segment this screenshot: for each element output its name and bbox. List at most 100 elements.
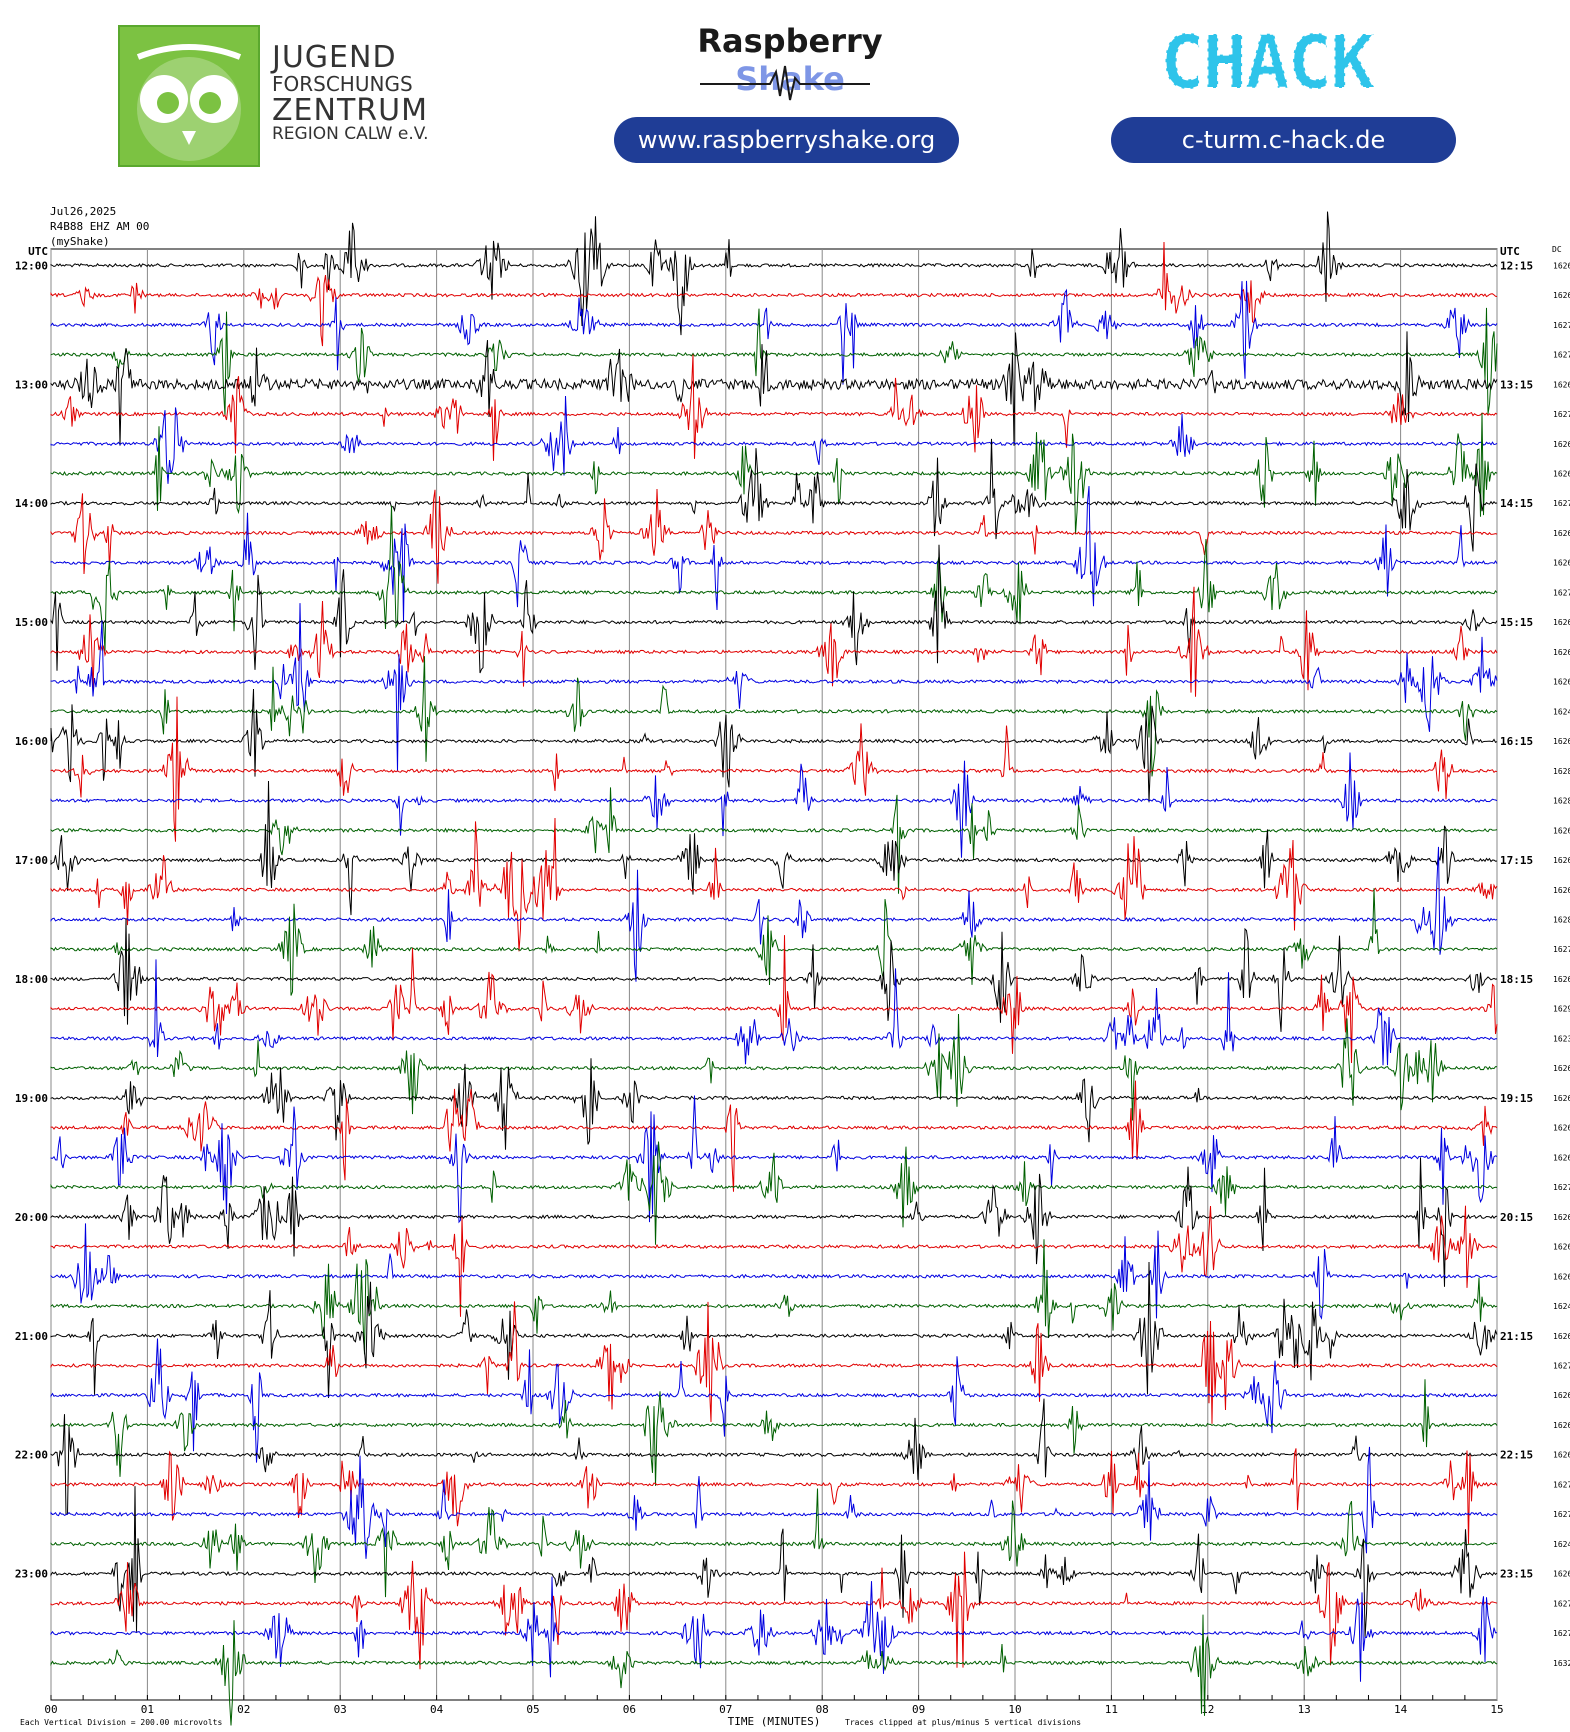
chack-logo-text: CHACK bbox=[1160, 28, 1375, 98]
trace-row bbox=[50, 1141, 1498, 1245]
x-tick-label: 13 bbox=[1298, 1703, 1311, 1716]
trace-row bbox=[50, 1058, 1498, 1150]
dc-offset-label: 16243 bbox=[1553, 1302, 1570, 1311]
dc-offset-label: 16270 bbox=[1553, 1361, 1570, 1370]
trace-row bbox=[50, 1614, 1498, 1726]
dc-offset-label: 16268 bbox=[1553, 1272, 1570, 1281]
org-line-2: FORSCHUNGS bbox=[272, 71, 413, 96]
clipping-note: Traces clipped at plus/minus 5 vertical … bbox=[845, 1718, 1081, 1727]
dc-offset-label: 16272 bbox=[1553, 945, 1570, 954]
x-tick-label: 00 bbox=[44, 1703, 57, 1716]
x-tick-label: 03 bbox=[334, 1703, 347, 1716]
org-line-3: ZENTRUM bbox=[272, 92, 428, 128]
trace-row bbox=[50, 1448, 1498, 1544]
x-tick-label: 05 bbox=[526, 1703, 539, 1716]
hour-label-left: 12:00 bbox=[15, 259, 48, 272]
raspberry-shake-logo: Raspberry Shake bbox=[640, 22, 940, 98]
dc-offset-label: 16270 bbox=[1553, 1183, 1570, 1192]
dc-offset-label: 16263 bbox=[1553, 1153, 1570, 1162]
trace-row bbox=[50, 505, 1498, 652]
trace-row bbox=[50, 1338, 1498, 1463]
seismogram-wave-icon bbox=[700, 65, 870, 101]
trace-row bbox=[50, 438, 1498, 552]
dc-offset-label: 16268 bbox=[1553, 1124, 1570, 1133]
org-line-1: JUGEND bbox=[272, 40, 397, 75]
hour-label-left: 15:00 bbox=[15, 616, 48, 629]
record-date: Jul26,2025 bbox=[50, 205, 117, 218]
dc-offset-label: 16264 bbox=[1553, 1243, 1570, 1252]
trace-row bbox=[50, 688, 1498, 803]
station-metadata: Jul26,2025 R4B88 EHZ AM 00 (myShake) bbox=[50, 204, 149, 249]
x-tick-label: 04 bbox=[430, 1703, 444, 1716]
hour-label-left: 19:00 bbox=[15, 1092, 48, 1105]
dc-offset-label: 16263 bbox=[1553, 886, 1570, 895]
station-id: R4B88 EHZ AM 00 bbox=[50, 220, 150, 233]
dc-offset-label: 16268 bbox=[1553, 291, 1570, 300]
dc-offset-label: 16237 bbox=[1553, 1034, 1570, 1043]
left-axis-label: UTC bbox=[28, 245, 48, 258]
dc-offset-label: 16278 bbox=[1553, 1510, 1570, 1519]
c-hack-url-link[interactable]: c-turm.c-hack.de bbox=[1111, 117, 1456, 163]
vertical-division-note: Each Vertical Division = 200.00 microvol… bbox=[20, 1718, 222, 1727]
dc-offset-label: 16284 bbox=[1553, 767, 1570, 776]
dc-offset-label: 16265 bbox=[1553, 975, 1570, 984]
dc-offset-label: 16321 bbox=[1553, 1659, 1570, 1668]
hour-label-left: 22:00 bbox=[15, 1449, 48, 1462]
dc-offset-label: 16266 bbox=[1553, 1451, 1570, 1460]
trace-row bbox=[50, 959, 1498, 1066]
trace-row bbox=[50, 935, 1498, 1064]
x-tick-label: 12 bbox=[1201, 1703, 1214, 1716]
trace-row bbox=[50, 1239, 1498, 1355]
x-tick-label: 10 bbox=[1008, 1703, 1021, 1716]
x-tick-label: 08 bbox=[816, 1703, 829, 1716]
chack-logo: CHACK bbox=[1160, 28, 1378, 98]
rs-title-light: Shake bbox=[735, 60, 845, 98]
x-tick-label: 02 bbox=[237, 1703, 250, 1716]
plot-frame bbox=[50, 248, 1498, 1701]
hour-label-left: 14:00 bbox=[15, 497, 48, 510]
trace-row bbox=[50, 780, 1498, 916]
dc-offset-label: 16276 bbox=[1553, 351, 1570, 360]
trace-row bbox=[50, 1223, 1498, 1320]
trace-row bbox=[50, 603, 1498, 772]
raspberry-shake-url-link[interactable]: www.raspberryshake.org bbox=[614, 117, 959, 163]
hour-label-right: 20:15 bbox=[1500, 1211, 1533, 1224]
hour-label-left: 23:00 bbox=[15, 1568, 48, 1581]
trace-row bbox=[50, 1013, 1498, 1121]
dc-offset-label: 16266 bbox=[1553, 678, 1570, 687]
trace-row bbox=[50, 486, 1498, 622]
dc-offset-label: 16268 bbox=[1553, 1332, 1570, 1341]
x-tick-label: 09 bbox=[912, 1703, 925, 1716]
org-line-4: REGION CALW e.V. bbox=[272, 124, 429, 144]
hour-label-right: 17:15 bbox=[1500, 854, 1533, 867]
hour-label-right: 23:15 bbox=[1500, 1568, 1533, 1581]
dc-offset-label: 16270 bbox=[1553, 1599, 1570, 1608]
dc-offset-label: 16273 bbox=[1553, 588, 1570, 597]
x-tick-label: 06 bbox=[623, 1703, 636, 1716]
hour-label-right: 18:15 bbox=[1500, 973, 1533, 986]
x-tick-label: 15 bbox=[1490, 1703, 1503, 1716]
hour-label-right: 12:15 bbox=[1500, 259, 1533, 272]
hour-label-left: 16:00 bbox=[15, 735, 48, 748]
hour-label-left: 18:00 bbox=[15, 973, 48, 986]
dc-offset-label: 16268 bbox=[1553, 737, 1570, 746]
dc-offset-label: 16282 bbox=[1553, 915, 1570, 924]
x-tick-label: 07 bbox=[719, 1703, 732, 1716]
trace-row bbox=[50, 787, 1498, 894]
hour-label-right: 14:15 bbox=[1500, 497, 1533, 510]
trace-row bbox=[50, 241, 1498, 347]
dc-offset-label: 16264 bbox=[1553, 856, 1570, 865]
hour-label-right: 16:15 bbox=[1500, 735, 1533, 748]
trace-row bbox=[50, 211, 1498, 336]
dc-offset-label: 16268 bbox=[1553, 469, 1570, 478]
dc-offset-label: 16267 bbox=[1553, 1421, 1570, 1430]
trace-row bbox=[50, 1446, 1498, 1559]
dc-offset-label: 16265 bbox=[1553, 440, 1570, 449]
hour-label-left: 13:00 bbox=[15, 378, 48, 391]
hour-label-right: 22:15 bbox=[1500, 1449, 1533, 1462]
trace-row bbox=[50, 1551, 1498, 1670]
